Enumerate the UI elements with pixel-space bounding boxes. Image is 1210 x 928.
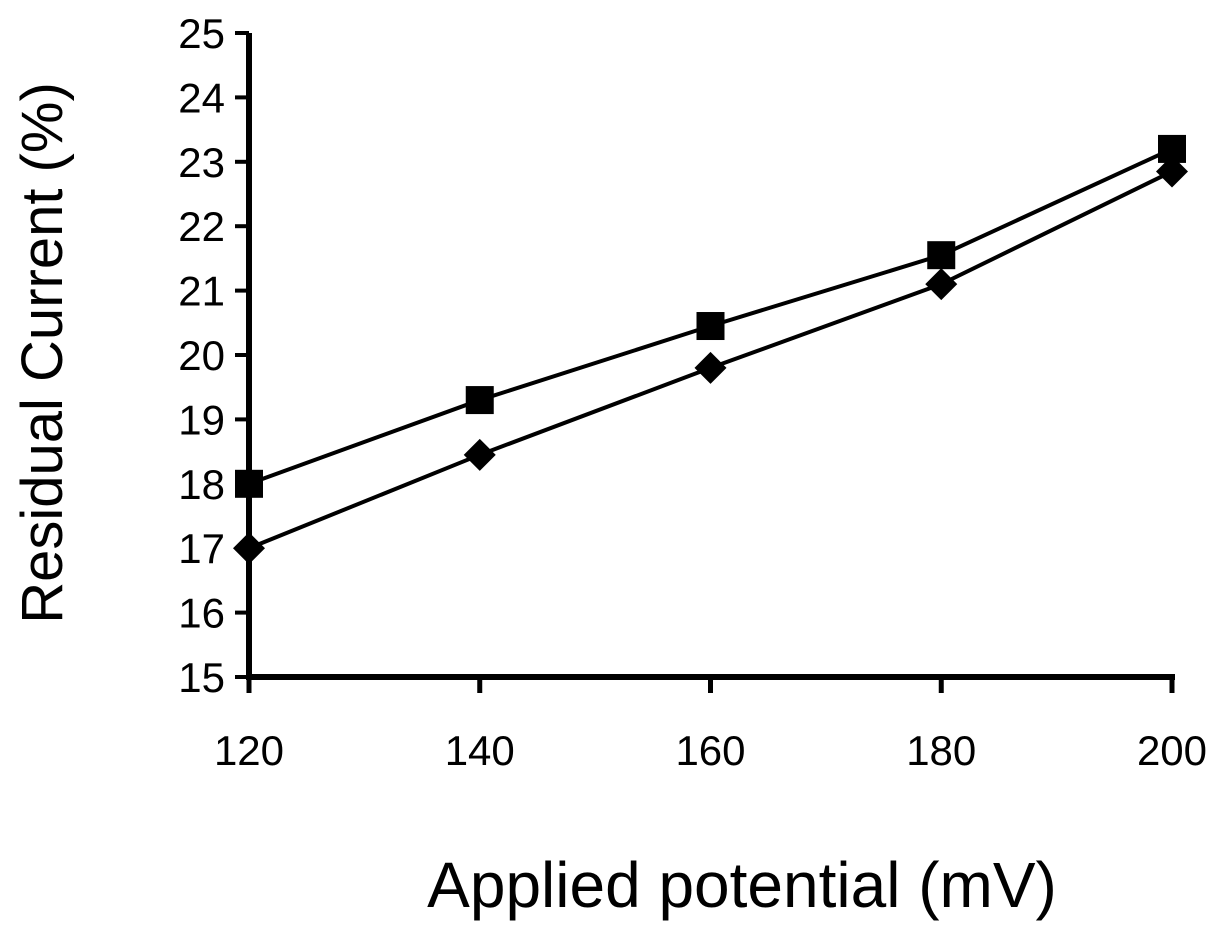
data-point-diamond [925, 268, 958, 301]
y-tick-label: 20 [178, 332, 225, 379]
data-point-square [696, 312, 725, 341]
y-axis-tick-labels: 15 16 17 18 19 20 21 22 23 24 25 [178, 10, 225, 701]
data-point-diamond [694, 351, 727, 384]
series-lines [248, 147, 1173, 551]
data-point-square [465, 386, 494, 415]
y-tick-label: 15 [178, 654, 225, 701]
y-tick-label: 23 [178, 139, 225, 186]
x-tick-label: 160 [675, 727, 745, 774]
y-tick-label: 18 [178, 461, 225, 508]
y-tick-label: 22 [178, 203, 225, 250]
x-axis-title: Applied potential (mV) [427, 849, 1057, 921]
x-tick-label: 120 [214, 727, 284, 774]
series-markers [233, 134, 1188, 565]
x-tick-label: 180 [906, 727, 976, 774]
y-tick-label: 19 [178, 396, 225, 443]
y-tick-label: 25 [178, 10, 225, 57]
y-tick-label: 16 [178, 590, 225, 637]
y-tick-label: 21 [178, 268, 225, 315]
x-axis-tick-labels: 120 140 160 180 200 [214, 727, 1207, 774]
y-axis-title: Residual Current (%) [10, 82, 75, 624]
x-tick-label: 200 [1137, 727, 1207, 774]
data-point-diamond [1156, 155, 1188, 188]
x-tick-label: 140 [445, 727, 515, 774]
y-tick-label: 24 [178, 74, 225, 121]
data-point-square [927, 241, 956, 270]
data-point-diamond [463, 438, 496, 471]
y-tick-label: 17 [178, 525, 225, 572]
